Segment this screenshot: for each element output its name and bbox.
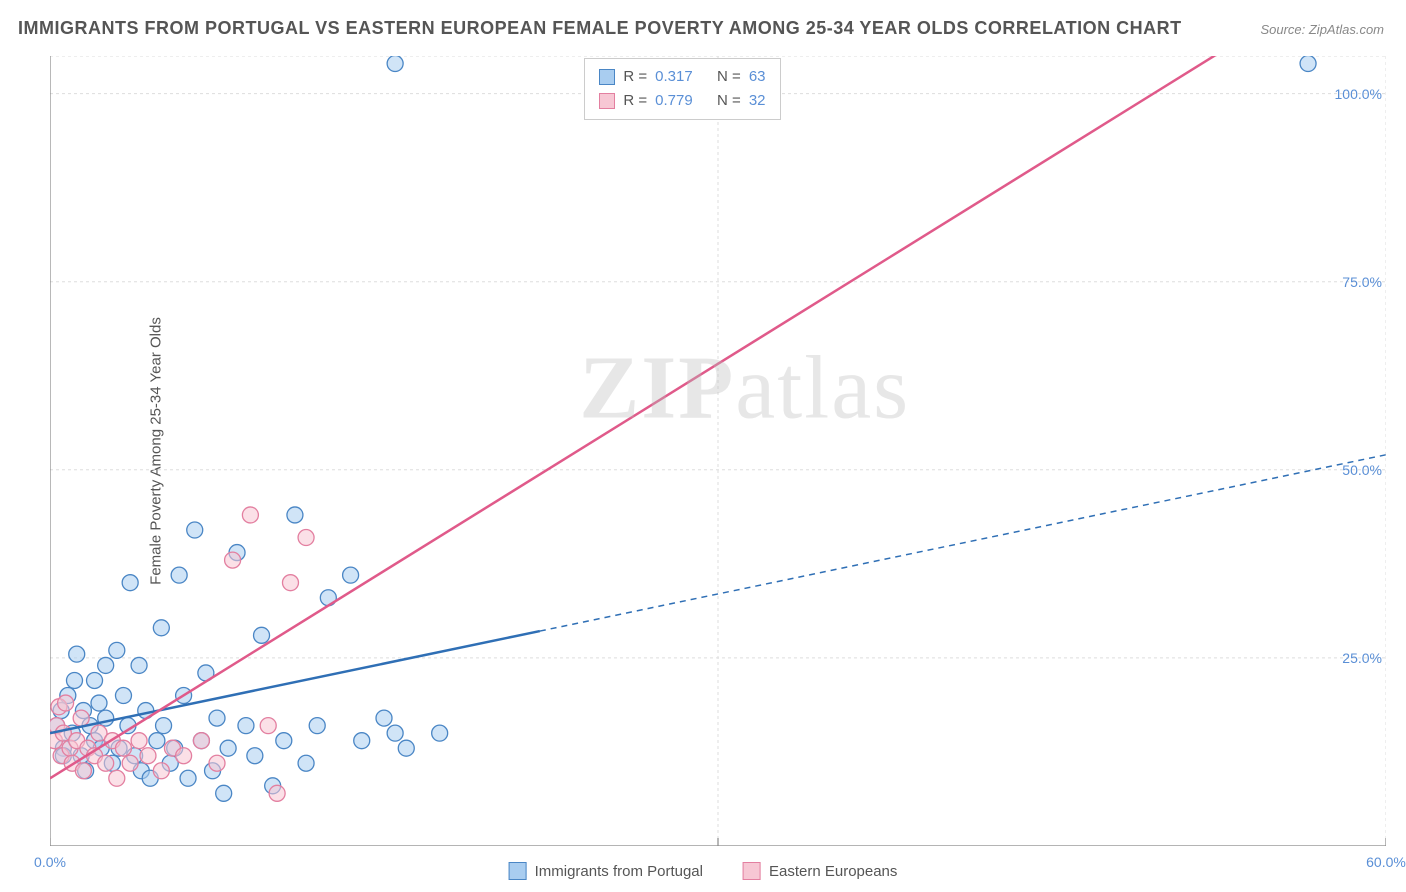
chart-title: IMMIGRANTS FROM PORTUGAL VS EASTERN EURO… xyxy=(18,18,1182,39)
correlation-legend-row: R =0.779 N =32 xyxy=(599,89,765,113)
n-value: 32 xyxy=(749,89,766,113)
legend-swatch xyxy=(599,93,615,109)
r-value: 0.317 xyxy=(655,65,693,89)
legend-swatch xyxy=(599,69,615,85)
x-tick-label: 60.0% xyxy=(1366,854,1406,870)
legend-item: Eastern Europeans xyxy=(743,862,897,880)
y-tick-label: 25.0% xyxy=(1342,650,1382,666)
correlation-legend: R =0.317 N =63R =0.779 N =32 xyxy=(584,58,780,120)
r-value: 0.779 xyxy=(655,89,693,113)
legend-label: Immigrants from Portugal xyxy=(535,863,703,880)
y-tick-label: 50.0% xyxy=(1342,462,1382,478)
legend-item: Immigrants from Portugal xyxy=(509,862,703,880)
scatter-plot xyxy=(50,56,1386,846)
legend-label: Eastern Europeans xyxy=(769,863,897,880)
x-tick-label: 0.0% xyxy=(34,854,66,870)
source-attribution: Source: ZipAtlas.com xyxy=(1260,22,1384,37)
legend-swatch xyxy=(509,862,527,880)
y-tick-label: 75.0% xyxy=(1342,274,1382,290)
n-value: 63 xyxy=(749,65,766,89)
y-tick-label: 100.0% xyxy=(1335,86,1382,102)
correlation-legend-row: R =0.317 N =63 xyxy=(599,65,765,89)
legend-swatch xyxy=(743,862,761,880)
chart-area: Female Poverty Among 25-34 Year Olds ZIP… xyxy=(50,56,1386,846)
series-legend: Immigrants from Portugal Eastern European… xyxy=(509,862,898,880)
